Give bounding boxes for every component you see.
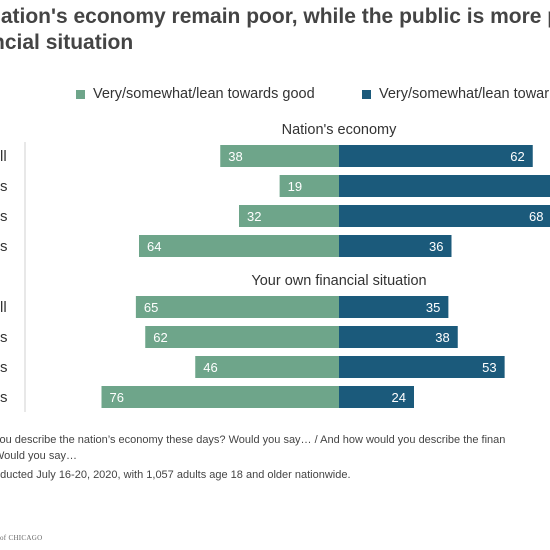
legend-item-good: Very/somewhat/lean towards good xyxy=(76,86,315,102)
chart-title: nation's economy remain poor, while the … xyxy=(0,4,550,56)
bar-poor xyxy=(339,235,452,257)
row-label: s xyxy=(0,178,8,195)
bar-good xyxy=(279,175,339,197)
panel-title: Nation's economy xyxy=(282,122,398,138)
footnote-question-line-1: you describe the nation’s economy these … xyxy=(0,434,506,446)
bar-poor-label: 68 xyxy=(529,209,543,224)
bar-good xyxy=(135,296,339,318)
bar-poor-label: 62 xyxy=(510,149,524,164)
row-label: s xyxy=(0,238,8,255)
bar-poor xyxy=(339,356,505,378)
bar-good-label: 32 xyxy=(247,209,261,224)
bar-good-label: 19 xyxy=(288,179,302,194)
legend-label-poor: Very/somewhat/lean towar xyxy=(379,86,550,102)
diverging-bar-chart: Nation's economyll3862s1981s3268s6436You… xyxy=(0,122,550,412)
bar-poor xyxy=(339,386,414,408)
bar-poor-label: 24 xyxy=(392,390,406,405)
bar-good-label: 62 xyxy=(153,330,167,345)
bar-poor-label: 36 xyxy=(429,239,443,254)
bar-good xyxy=(145,326,339,348)
bar-poor xyxy=(339,145,533,167)
row-label: s xyxy=(0,208,8,225)
bar-good-label: 46 xyxy=(203,360,217,375)
row-label: ll xyxy=(0,299,7,316)
row-label: ll xyxy=(0,148,7,165)
footnote-source: nducted July 16-20, 2020, with 1,057 adu… xyxy=(0,469,351,481)
legend-label-good: Very/somewhat/lean towards good xyxy=(93,86,315,102)
bar-good-label: 76 xyxy=(110,390,124,405)
bar-good xyxy=(195,356,339,378)
legend-item-poor: Very/somewhat/lean towar xyxy=(362,86,549,102)
bar-good xyxy=(239,205,339,227)
bar-good-label: 38 xyxy=(228,149,242,164)
bar-poor xyxy=(339,175,550,197)
bar-poor xyxy=(339,205,550,227)
bar-good xyxy=(220,145,339,167)
row-label: s xyxy=(0,329,8,346)
row-label: s xyxy=(0,359,8,376)
chart-title-line-2: ncial situation xyxy=(0,31,134,54)
bar-poor xyxy=(339,326,458,348)
legend-swatch-good xyxy=(76,89,85,99)
bar-poor-label: 53 xyxy=(482,360,496,375)
bar-poor-label: 38 xyxy=(435,330,449,345)
bar-good-label: 65 xyxy=(144,300,158,315)
footnotes: you describe the nation’s economy these … xyxy=(0,432,550,483)
row-label: s xyxy=(0,389,8,406)
bar-good xyxy=(139,235,339,257)
bar-good-label: 64 xyxy=(147,239,161,254)
bar-poor xyxy=(339,296,449,318)
footnote-question-line-2: Would you say… xyxy=(0,450,77,462)
legend: Very/somewhat/lean towards good Very/som… xyxy=(0,86,550,106)
bar-good xyxy=(101,386,339,408)
panel-title: Your own financial situation xyxy=(251,273,426,289)
logo: of CHICAGO xyxy=(0,534,43,542)
legend-swatch-poor xyxy=(362,89,371,99)
chart-title-line-1: nation's economy remain poor, while the … xyxy=(0,5,550,28)
bar-poor-label: 35 xyxy=(426,300,440,315)
